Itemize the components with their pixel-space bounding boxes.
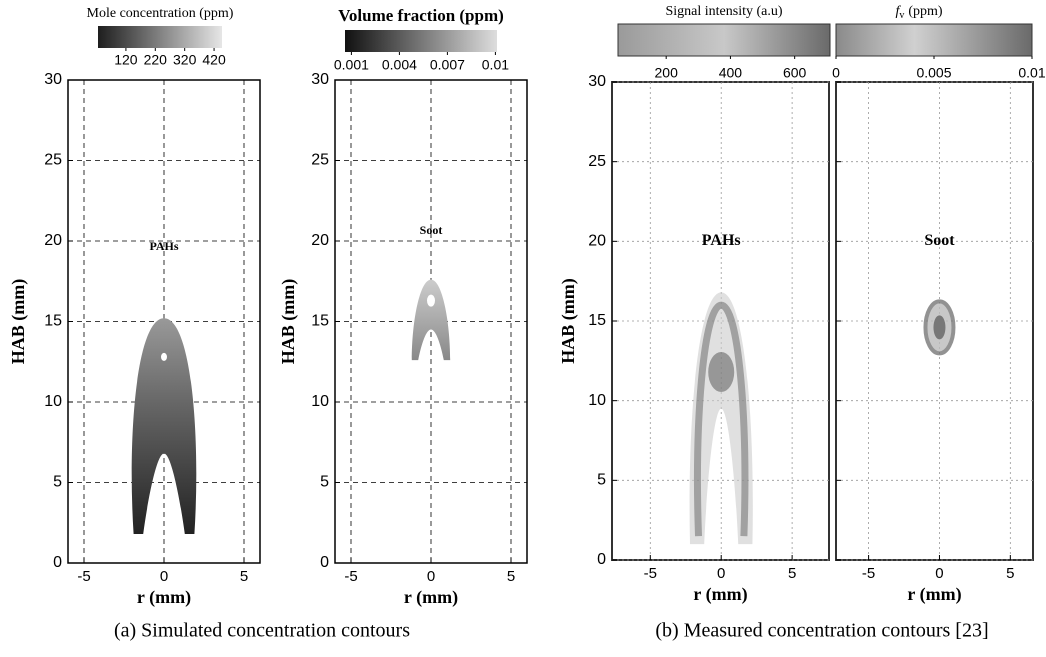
x-tick-label: 5	[507, 568, 515, 585]
colorbar-tick-label: 120	[114, 52, 138, 68]
x-axis-label: r (mm)	[693, 584, 747, 605]
y-tick-label: 0	[53, 554, 62, 571]
y-tick-label: 10	[311, 393, 329, 410]
x-tick-label: 0	[717, 565, 725, 582]
y-axis-label: HAB (mm)	[558, 278, 579, 363]
y-tick-label: 20	[588, 233, 606, 250]
x-axis-label: r (mm)	[907, 584, 961, 605]
x-tick-label: 5	[1006, 565, 1014, 582]
colorbar-tick-label: 600	[783, 65, 807, 81]
y-tick-label: 0	[597, 551, 606, 568]
y-tick-label: 10	[588, 392, 606, 409]
x-tick-label: -5	[862, 565, 875, 582]
colorbar-tick-label: 0.007	[430, 57, 465, 73]
y-tick-label: 10	[44, 393, 62, 410]
y-tick-label: 5	[320, 474, 329, 491]
colorbar-tick-label: 400	[719, 65, 743, 81]
colorbar-tick-label: 200	[655, 65, 679, 81]
colorbar-tick-label: 0	[832, 65, 840, 81]
x-axis-label: r (mm)	[404, 587, 458, 608]
colorbar-tick-label: 0.005	[916, 65, 951, 81]
x-tick-label: -5	[344, 568, 357, 585]
colorbar-unit: (ppm)	[908, 4, 943, 19]
y-tick-label: 5	[53, 474, 62, 491]
colorbar	[345, 30, 497, 52]
annotation: PAHs	[149, 239, 178, 253]
y-tick-label: 15	[311, 313, 329, 330]
colorbar-tick-label: 0.004	[382, 57, 417, 73]
y-axis-label: HAB (mm)	[8, 279, 29, 364]
y-tick-label: 20	[44, 232, 62, 249]
annotation: Soot	[420, 223, 443, 237]
contour-peak	[427, 294, 435, 307]
annotation: PAHs	[702, 232, 741, 249]
colorbar-tick-label: 420	[202, 52, 226, 68]
colorbar-symbol-sub: v	[899, 10, 904, 21]
y-tick-label: 20	[311, 232, 329, 249]
caption: (a) Simulated concentration contours	[114, 620, 410, 642]
colorbar-tick-label: 320	[173, 52, 197, 68]
x-tick-label: 0	[935, 565, 943, 582]
y-tick-label: 5	[597, 472, 606, 489]
colorbar	[617, 23, 831, 57]
contour-peak	[161, 352, 167, 361]
y-tick-label: 25	[311, 152, 329, 169]
colorbar-tick-label: 0.01	[482, 57, 509, 73]
colorbar-tick-label: 0.01	[1018, 65, 1045, 81]
x-tick-label: 0	[427, 568, 435, 585]
y-tick-label: 0	[320, 554, 329, 571]
x-tick-label: -5	[77, 568, 90, 585]
annotation: Soot	[924, 232, 955, 249]
contour-peak	[933, 315, 946, 340]
caption: (b) Measured concentration contours [23]	[655, 620, 988, 642]
x-tick-label: 5	[788, 565, 796, 582]
colorbar-label: Volume fraction (ppm)	[338, 6, 504, 25]
contour-region	[131, 318, 197, 535]
x-tick-label: 0	[160, 568, 168, 585]
y-tick-label: 15	[44, 313, 62, 330]
y-tick-label: 30	[44, 71, 62, 88]
colorbar-symbol: f	[895, 4, 901, 19]
colorbar-label: fv (ppm)	[895, 4, 942, 21]
colorbar-tick-label: 0.001	[334, 57, 369, 73]
x-tick-label: -5	[644, 565, 657, 582]
colorbar	[835, 23, 1033, 57]
contour-region	[411, 279, 451, 361]
y-tick-label: 15	[588, 312, 606, 329]
y-tick-label: 30	[588, 73, 606, 90]
colorbar-label: Signal intensity (a.u)	[665, 4, 782, 19]
colorbar-tick-label: 220	[144, 52, 168, 68]
contour-line	[694, 301, 749, 537]
x-axis-label: r (mm)	[137, 587, 191, 608]
y-tick-label: 25	[588, 153, 606, 170]
y-tick-label: 25	[44, 152, 62, 169]
colorbar	[98, 26, 222, 48]
x-tick-label: 5	[240, 568, 248, 585]
y-tick-label: 30	[311, 71, 329, 88]
y-axis-label: HAB (mm)	[278, 279, 299, 364]
contour-peak	[708, 351, 735, 392]
colorbar-label: Mole concentration (ppm)	[87, 6, 234, 21]
